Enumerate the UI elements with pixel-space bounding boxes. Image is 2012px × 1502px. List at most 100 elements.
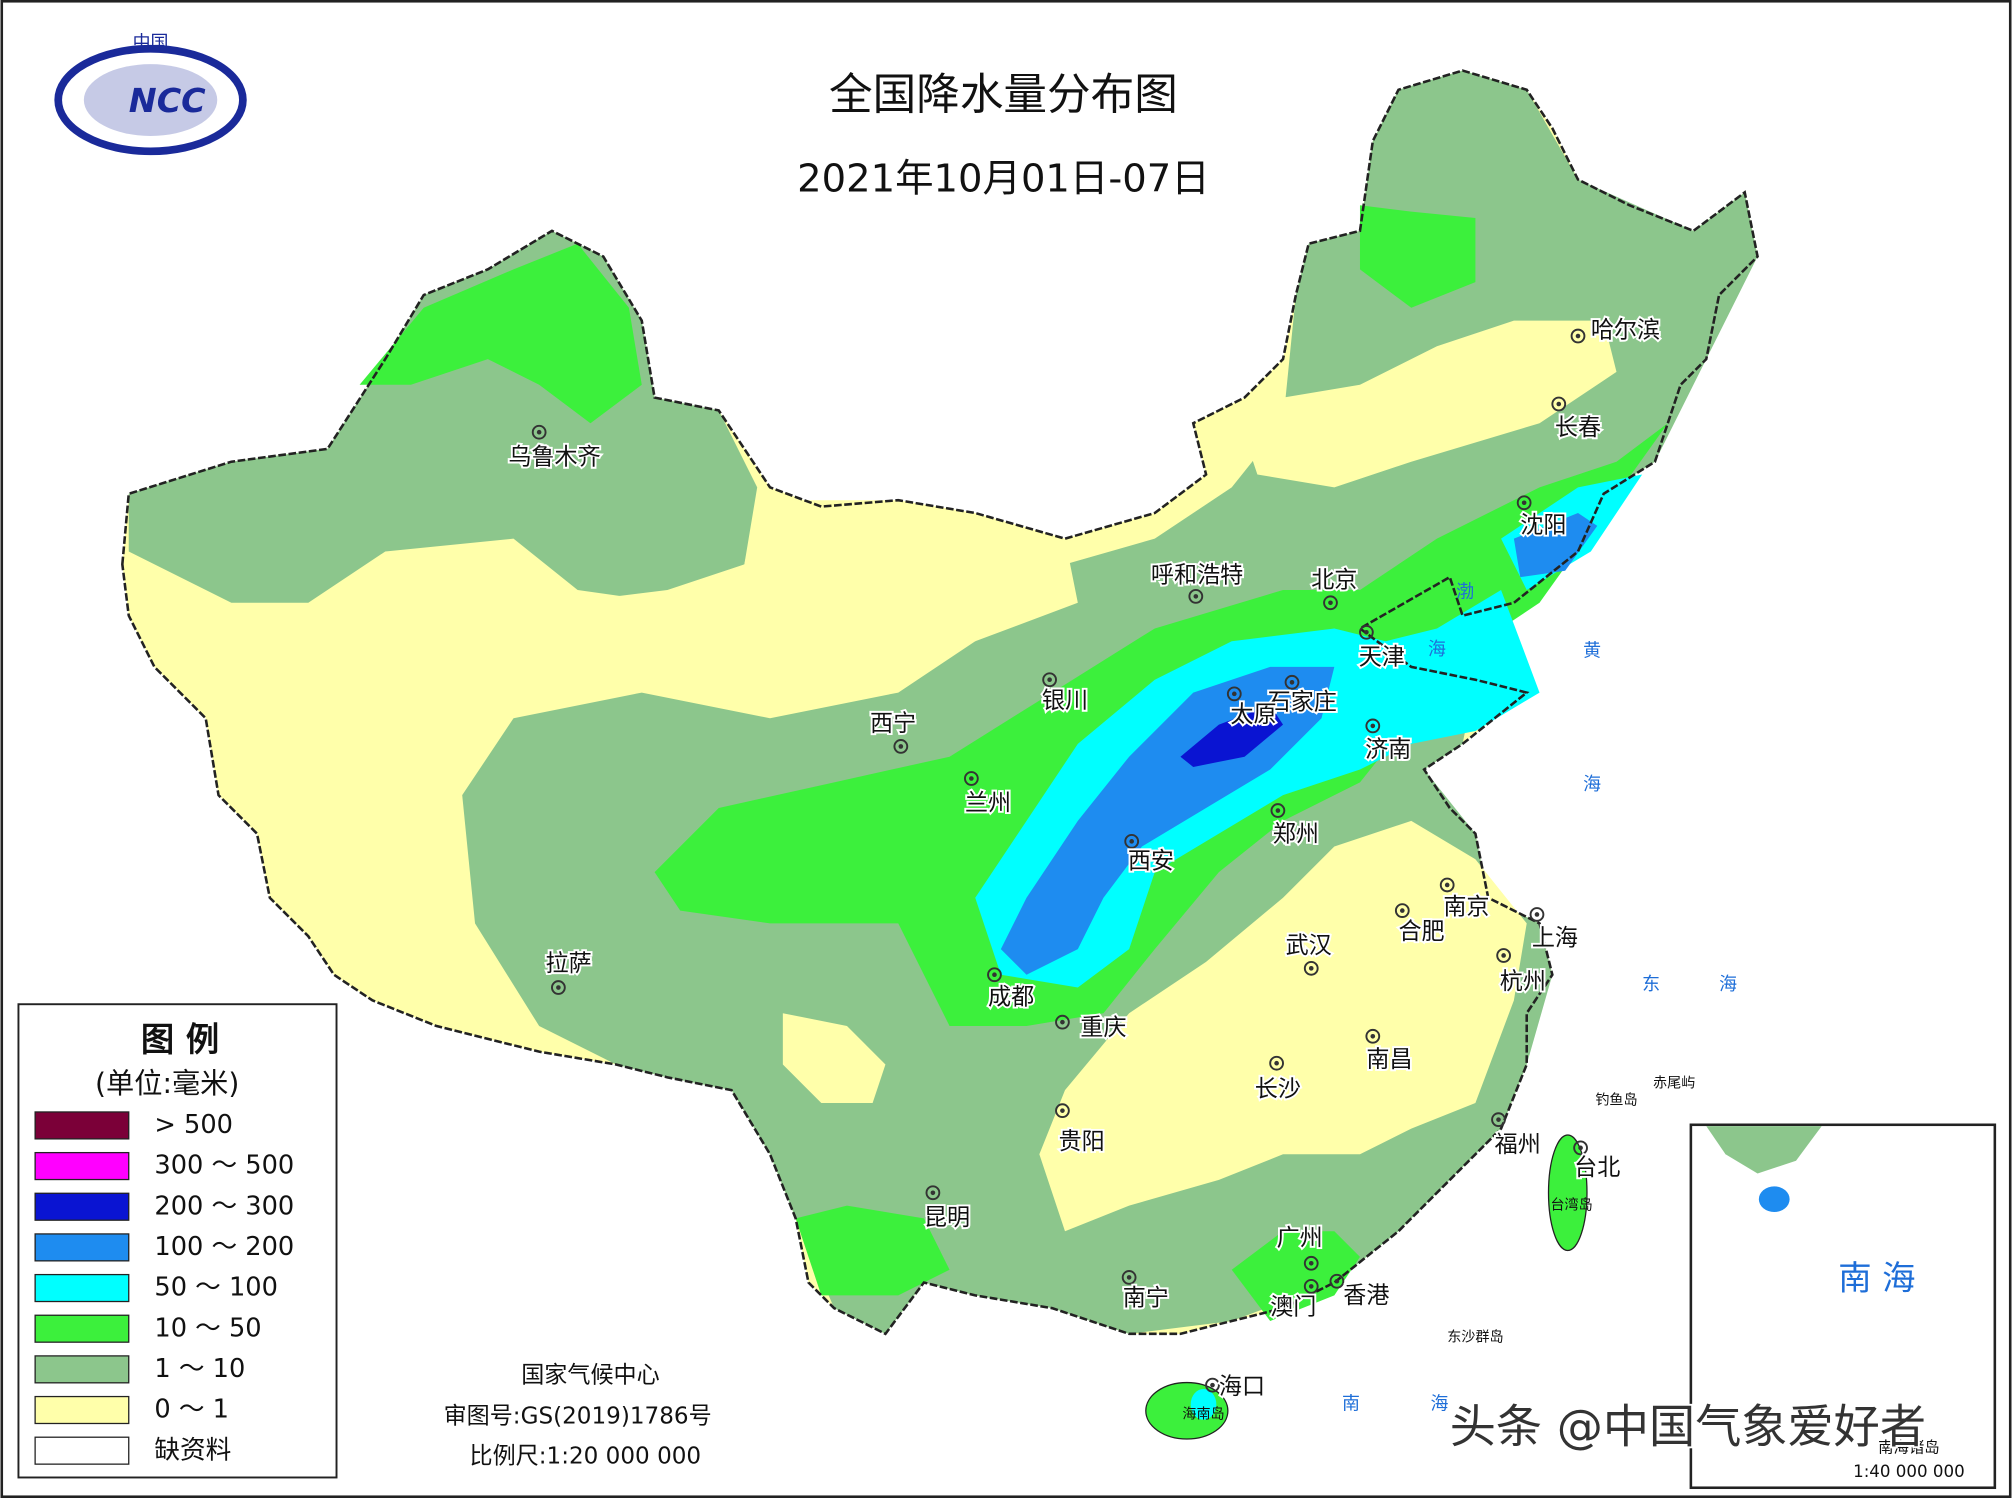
city-marker (1329, 1273, 1345, 1289)
logo-top: 中国 (133, 33, 169, 54)
city-marker (1370, 723, 1376, 729)
city-marker (1573, 1140, 1588, 1156)
city-marker (1055, 1103, 1070, 1119)
sea-label: 渤 (1456, 582, 1474, 603)
city-marker (1126, 1275, 1132, 1280)
city-label: 哈尔滨 (1591, 317, 1660, 343)
region-0-1 (564, 500, 1078, 693)
sea-label: 海 (1428, 639, 1446, 660)
footer: 国家气候中心 审图号:GS(2019)1786号 比例尺:1:20 000 00… (444, 1363, 712, 1470)
sea-label: 海 (1583, 774, 1601, 795)
region-200-300 (1180, 705, 1284, 767)
sea-label: 海 (1431, 1393, 1449, 1414)
city-marker (1575, 333, 1581, 339)
city-label: 天津 (1359, 644, 1405, 670)
city-marker (1060, 1108, 1065, 1113)
city-marker (893, 739, 909, 754)
city-marker (1364, 629, 1369, 635)
city-marker (556, 985, 561, 990)
city-marker (1274, 1060, 1279, 1066)
city-label: 福州 (1495, 1132, 1541, 1158)
legend-unit: (单位:毫米) (95, 1067, 239, 1100)
city-label: 南宁 (1123, 1286, 1169, 1312)
city-marker (1284, 674, 1300, 690)
legend-swatch (34, 1192, 130, 1221)
city-marker (1556, 401, 1562, 407)
city-marker (1323, 595, 1338, 611)
city-marker (1205, 1377, 1220, 1393)
footer-scale: 比例尺:1:20 000 000 (470, 1443, 702, 1469)
city-marker (1578, 1145, 1583, 1151)
city-marker (1303, 960, 1319, 976)
city-label: 杭州 (1500, 969, 1546, 995)
footer-org: 国家气候中心 (521, 1363, 659, 1389)
legend-title: 图 例 (141, 1020, 219, 1059)
city-marker (1501, 953, 1506, 958)
logo: 中国 NCC (54, 33, 247, 156)
city-label: 香港 (1343, 1283, 1389, 1309)
city-marker (1365, 1028, 1381, 1044)
city-marker (969, 776, 974, 781)
city-label: 西宁 (870, 711, 916, 737)
city-label: 海口 (1219, 1374, 1265, 1400)
city-marker (1516, 495, 1532, 511)
city-label: 呼和浩特 (1151, 562, 1243, 588)
city-marker (1308, 1284, 1314, 1289)
city-marker (1551, 396, 1567, 412)
city-label: 太原 (1230, 702, 1276, 728)
legend-items: > 500 300 ～ 500 200 ～ 300 100 ～ 200 50 ～ 100… (34, 1110, 294, 1465)
region-0-1 (782, 1013, 886, 1103)
inset-land (1706, 1126, 1822, 1174)
legend-label: > 500 (154, 1110, 233, 1140)
border (121, 69, 1759, 1336)
city-marker (551, 980, 566, 995)
city-label: 长沙 (1255, 1077, 1301, 1103)
legend-label: 200 ～ 300 (154, 1191, 294, 1221)
city-marker (1328, 600, 1333, 606)
city-marker (1060, 1019, 1065, 1025)
city-marker (1042, 672, 1057, 688)
legend-label: 300 ～ 500 (154, 1151, 294, 1181)
city-label: 拉萨 (546, 951, 592, 977)
city-label: 澳门 (1270, 1295, 1316, 1321)
sea-label: 黄 (1583, 641, 1601, 662)
city-marker (1359, 624, 1374, 640)
legend-swatch (34, 1314, 130, 1343)
island-label: 海南岛 (1182, 1407, 1224, 1423)
city-label: 广州 (1277, 1225, 1323, 1251)
city-label: 南京 (1443, 895, 1489, 921)
footer-approval: 审图号:GS(2019)1786号 (444, 1404, 712, 1430)
region-50-100 (975, 589, 1540, 988)
city-label: 北京 (1311, 567, 1357, 593)
region-0-1 (1039, 820, 1527, 1232)
watermark: 头条 @中国气象爱好者 (1450, 1400, 1926, 1454)
island-label: 钓鱼岛 (1595, 1091, 1637, 1108)
logo-globe (83, 64, 218, 136)
logo-text: NCC (129, 81, 206, 120)
city-label: 兰州 (965, 791, 1011, 817)
region-100-200 (1513, 513, 1598, 578)
city-marker (1121, 1270, 1137, 1285)
sea-label: 南 (1342, 1393, 1360, 1414)
legend-swatch (34, 1395, 130, 1425)
inset-islands: 南海诸岛 (1878, 1438, 1940, 1456)
city-marker (1303, 1255, 1319, 1271)
city-label: 重庆 (1080, 1015, 1126, 1041)
sea-label: 海 (1719, 974, 1737, 995)
city-marker (1193, 594, 1199, 599)
logo-ring (54, 44, 247, 156)
city-marker (1124, 833, 1140, 849)
inset-scale: 1:40 000 000 (1853, 1462, 1965, 1481)
legend-swatch (34, 1233, 130, 1262)
city-label: 石家庄 (1268, 689, 1337, 715)
island (1547, 1134, 1588, 1252)
city-marker (1129, 839, 1134, 844)
city-label: 银川 (1042, 688, 1088, 714)
city-marker (1491, 1112, 1506, 1128)
legend-swatch (34, 1436, 130, 1465)
region-10-50 (1359, 205, 1476, 308)
city-marker (1188, 589, 1204, 604)
inset-title: 南 海 (1838, 1258, 1915, 1297)
city-marker (1047, 677, 1052, 683)
city-marker (531, 424, 547, 440)
